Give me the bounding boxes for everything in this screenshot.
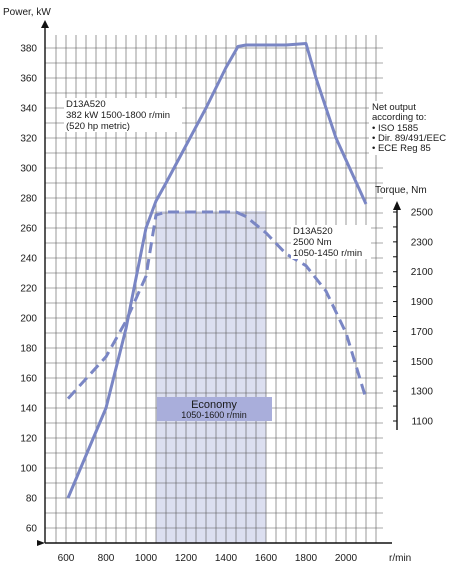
y-left-tick-label: 280 (20, 194, 37, 205)
y-left-tick-label: 100 (20, 464, 37, 475)
torque-rating-value: 2500 Nm (293, 237, 332, 248)
torque-rating-speed: 1050-1450 r/min (293, 248, 362, 259)
net-output-iso: • ISO 1585 (372, 123, 418, 134)
y-right-tick-label: 2300 (411, 237, 434, 248)
torque-curve-line (66, 210, 368, 400)
economy-label: Economy 1050-1600 r/min (157, 397, 272, 421)
y-left-tick-label: 60 (26, 524, 38, 535)
y-left-tick-label: 160 (20, 374, 37, 385)
y-axis-right-arrow (393, 201, 401, 210)
y-right-tick-label: 1500 (411, 357, 434, 368)
y-right-tick-label: 2100 (411, 267, 434, 278)
net-output-bg (369, 101, 457, 155)
net-output-according: according to: (372, 112, 426, 123)
y-left-tick-label: 320 (20, 134, 37, 145)
torque-rating-annotation: D13A520 2500 Nm 1050-1450 r/min (291, 225, 371, 259)
x-tick-label: 800 (98, 553, 115, 564)
power-rating-bg (64, 98, 182, 132)
axis-layer: 60 80 100 120 140 160 180 200 220 240 260 280 300 320… (20, 20, 433, 564)
net-output-dir: • Dir. 89/491/EEC (372, 133, 446, 144)
torque-rating-model: D13A520 (293, 226, 333, 237)
x-tick-label: 1000 (135, 553, 158, 564)
label-layer: Power, kW Torque, Nm r/min D13A520 382 k… (3, 7, 457, 564)
y-axis-left-arrow (41, 20, 49, 28)
torque-rating-bg (291, 225, 371, 259)
x-axis-title: r/min (389, 553, 411, 564)
y-right-tick-label: 1700 (411, 327, 434, 338)
economy-range: 1050-1600 r/min (181, 410, 247, 420)
economy-label-box (157, 397, 272, 421)
y-left-tick-label: 220 (20, 284, 37, 295)
y-right-tick-label: 1300 (411, 387, 434, 398)
x-tick-label: 1800 (295, 553, 318, 564)
x-axis-left-arrow (37, 540, 45, 546)
economy-band (156, 211, 266, 543)
y-left-tick-label: 140 (20, 404, 37, 415)
power-curve-line (66, 42, 368, 499)
y-left-tick-label: 360 (20, 74, 37, 85)
y-left-tick-label: 120 (20, 434, 37, 445)
x-tick-label: 600 (58, 553, 75, 564)
y-left-tick-label: 180 (20, 344, 37, 355)
x-tick-label: 2000 (335, 553, 358, 564)
y-left-tick-label: 260 (20, 224, 37, 235)
power-rating-output: 382 kW 1500-1800 r/min (66, 110, 170, 121)
net-output-annotation: Net output according to: • ISO 1585 • Di… (369, 101, 457, 155)
y-left-tick-label: 80 (26, 494, 38, 505)
y-left-tick-label: 380 (20, 44, 37, 55)
y-right-tick-label: 1900 (411, 297, 434, 308)
net-output-title: Net output (372, 102, 416, 113)
x-tick-label: 1200 (175, 553, 198, 564)
economy-band-layer (156, 211, 266, 543)
y-left-tick-label: 240 (20, 254, 37, 265)
y-right-tick-label: 1100 (411, 417, 433, 428)
x-tick-label: 1600 (255, 553, 278, 564)
y-left-tick-label: 340 (20, 104, 37, 115)
x-tick-label: 1400 (215, 553, 238, 564)
y-left-tick-label: 200 (20, 314, 37, 325)
y-axis-left-title: Power, kW (3, 7, 51, 18)
series-layer (66, 42, 368, 499)
economy-title: Economy (191, 399, 237, 411)
net-output-ece: • ECE Reg 85 (372, 143, 431, 154)
power-rating-annotation: D13A520 382 kW 1500-1800 r/min (520 hp m… (64, 98, 182, 132)
y-right-tick-label: 2500 (411, 208, 434, 219)
y-left-tick-label: 300 (20, 164, 37, 175)
y-axis-right-title: Torque, Nm (375, 185, 427, 196)
power-rating-model: D13A520 (66, 99, 106, 110)
power-rating-hp: (520 hp metric) (66, 121, 130, 132)
